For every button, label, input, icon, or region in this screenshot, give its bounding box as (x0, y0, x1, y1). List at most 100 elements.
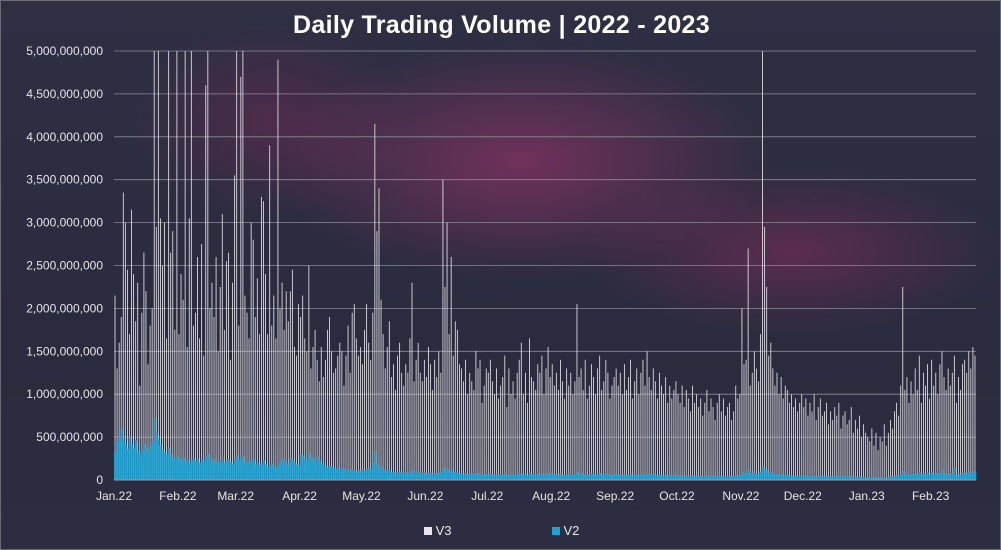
bar-v3 (590, 364, 592, 480)
bar-v3 (751, 372, 753, 480)
bar-v2 (749, 473, 752, 480)
bar-v3 (867, 437, 869, 480)
bar-v2 (245, 461, 249, 480)
bar-v3 (166, 338, 167, 480)
bar-v2 (971, 471, 975, 480)
bar-v2 (243, 462, 247, 480)
bar-v2 (408, 471, 412, 480)
bar-v3 (712, 407, 714, 480)
bar-v2 (136, 451, 140, 480)
bar-v3 (974, 355, 976, 480)
bar-v2 (472, 474, 476, 480)
bar-v2 (891, 476, 894, 480)
bar-v2 (559, 473, 562, 480)
bar-v2 (283, 460, 286, 480)
bar-v3 (279, 308, 281, 480)
bar-v3 (483, 385, 485, 480)
bar-v2 (930, 472, 933, 480)
bar-v2 (829, 476, 832, 480)
bar-v3 (494, 394, 495, 480)
bar-v3 (133, 274, 135, 480)
bar-v2 (734, 474, 738, 480)
bar-v2 (274, 467, 278, 480)
bar-v3 (857, 428, 858, 480)
bar-v3 (199, 338, 200, 480)
bar-v2 (318, 460, 321, 480)
bar-v3 (535, 389, 537, 480)
bar-v3 (403, 385, 405, 480)
bar-v3 (149, 325, 151, 480)
bar-v2 (281, 458, 284, 480)
bar-v2 (266, 467, 269, 480)
bar-v2 (763, 467, 766, 480)
bar-v3 (267, 334, 269, 480)
bar-v3 (881, 441, 883, 480)
bar-v3 (912, 394, 914, 480)
bar-v3 (516, 372, 518, 480)
bar-v2 (380, 467, 383, 480)
bar-v3 (815, 419, 817, 480)
bar-v2 (481, 474, 484, 480)
bar-v3 (731, 419, 733, 480)
bar-v3 (159, 218, 161, 480)
bar-v3 (386, 347, 388, 480)
bar-v3 (925, 385, 926, 480)
bar-v2 (196, 458, 199, 480)
bar-v2 (811, 476, 814, 480)
bar-v3 (861, 437, 862, 480)
bar-v3 (611, 385, 613, 480)
bar-v2 (883, 476, 886, 480)
bar-v3 (176, 51, 178, 480)
bar-v2 (676, 475, 680, 480)
bar-v3 (865, 432, 867, 480)
bar-v2 (918, 472, 921, 480)
bar-v3 (273, 295, 275, 480)
bar-v2 (165, 454, 168, 480)
bar-v2 (903, 474, 907, 480)
bar-v3 (896, 402, 898, 480)
bar-v3 (353, 304, 355, 480)
bar-v2 (674, 474, 678, 480)
bar-v3 (370, 359, 372, 480)
bar-v3 (850, 407, 852, 480)
bar-v3 (182, 299, 184, 480)
bar-v3 (595, 394, 596, 480)
bar-v3 (650, 389, 652, 480)
bar-v3 (656, 398, 658, 480)
bar-v3 (949, 385, 951, 480)
bar-v3 (304, 338, 306, 480)
bar-v2 (806, 476, 810, 480)
bar-v2 (369, 469, 373, 480)
bar-v2 (745, 472, 748, 480)
bar-v3 (941, 351, 943, 480)
bar-v3 (710, 398, 712, 480)
bar-v2 (344, 469, 348, 480)
bar-v3 (250, 222, 252, 480)
bar-v3 (502, 377, 504, 480)
bar-v3 (733, 411, 735, 480)
bar-v2 (386, 470, 389, 480)
bar-v2 (177, 458, 181, 480)
bar-v2 (450, 470, 453, 480)
bar-v3 (784, 385, 786, 480)
bar-v3 (580, 368, 582, 480)
bar-v2 (501, 473, 505, 480)
x-tick-label: Mar.22 (217, 489, 254, 503)
bar-v3 (766, 286, 768, 480)
bar-v3 (848, 419, 850, 480)
bar-v3 (271, 325, 273, 480)
bar-v3 (215, 256, 217, 480)
bar-v2 (955, 474, 958, 480)
bar-v2 (798, 475, 802, 480)
bar-v2 (547, 472, 550, 480)
bar-v3 (234, 175, 236, 480)
bar-v3 (819, 398, 821, 480)
bar-v3 (720, 411, 722, 480)
bar-v2 (662, 475, 665, 480)
bar-v3 (170, 252, 172, 480)
bar-v3 (788, 402, 790, 480)
bar-v3 (824, 411, 825, 480)
bar-v2 (443, 469, 447, 480)
bar-v2 (753, 470, 756, 480)
bar-v3 (434, 359, 436, 480)
